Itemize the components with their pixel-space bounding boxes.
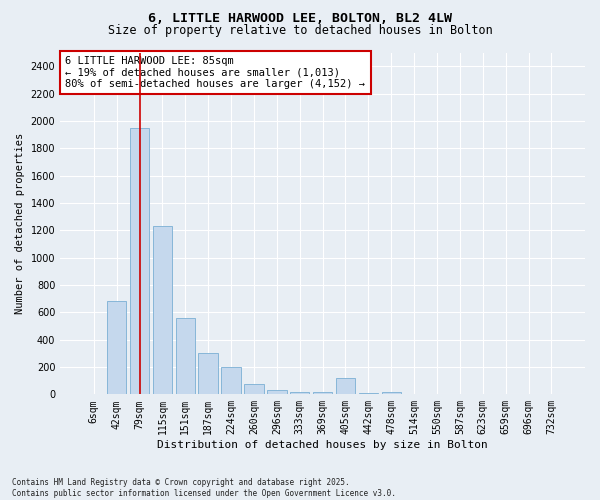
Bar — [176, 318, 195, 394]
Bar — [107, 302, 127, 394]
Y-axis label: Number of detached properties: Number of detached properties — [15, 133, 25, 314]
Bar — [130, 128, 149, 394]
Bar — [336, 378, 355, 394]
Bar — [244, 384, 263, 394]
Text: 6 LITTLE HARWOOD LEE: 85sqm
← 19% of detached houses are smaller (1,013)
80% of : 6 LITTLE HARWOOD LEE: 85sqm ← 19% of det… — [65, 56, 365, 89]
Bar — [267, 390, 287, 394]
Text: Contains HM Land Registry data © Crown copyright and database right 2025.
Contai: Contains HM Land Registry data © Crown c… — [12, 478, 396, 498]
Bar — [382, 392, 401, 394]
Bar — [199, 354, 218, 395]
Text: 6, LITTLE HARWOOD LEE, BOLTON, BL2 4LW: 6, LITTLE HARWOOD LEE, BOLTON, BL2 4LW — [148, 12, 452, 26]
Bar — [359, 393, 378, 394]
X-axis label: Distribution of detached houses by size in Bolton: Distribution of detached houses by size … — [157, 440, 488, 450]
Bar — [290, 392, 310, 394]
Text: Size of property relative to detached houses in Bolton: Size of property relative to detached ho… — [107, 24, 493, 37]
Bar — [221, 367, 241, 394]
Bar — [313, 392, 332, 394]
Bar — [152, 226, 172, 394]
